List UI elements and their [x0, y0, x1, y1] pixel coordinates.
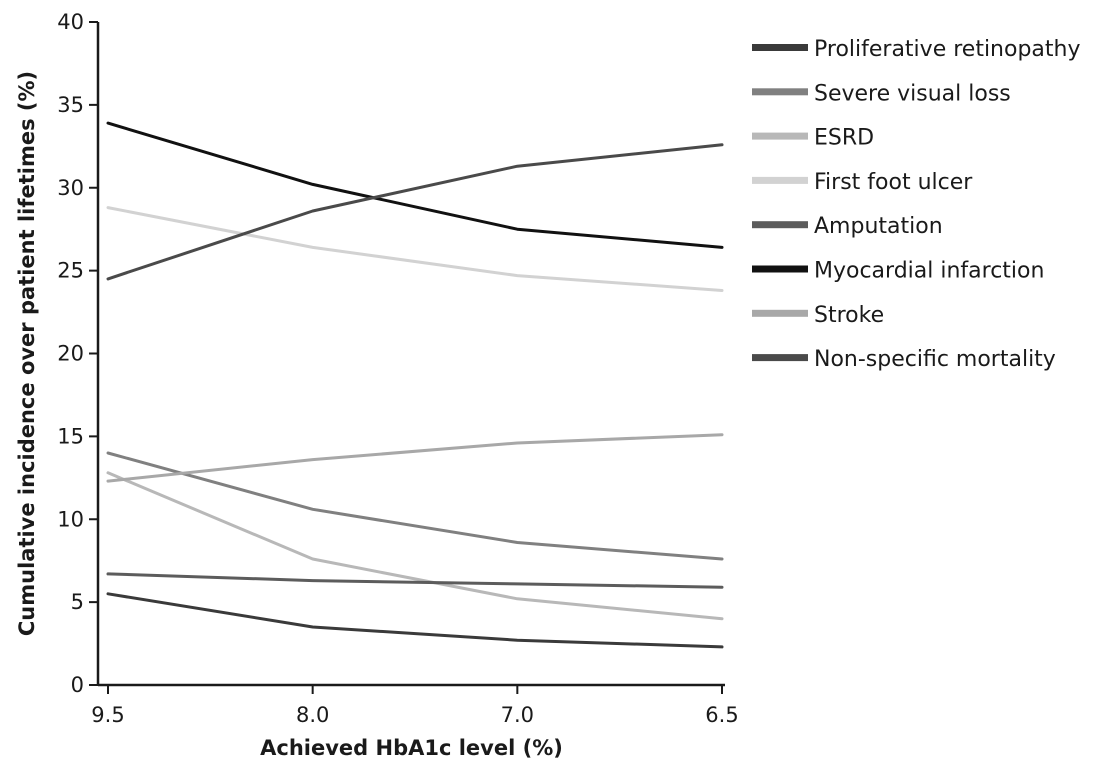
y-axis-title: Cumulative incidence over patient lifeti…: [15, 71, 39, 636]
y-tick-label: 25: [57, 259, 84, 283]
legend-label: Amputation: [814, 214, 943, 239]
legend: Proliferative retinopathy Severe visual l…: [752, 37, 1081, 372]
series-line-non-specific-mortality: [106, 143, 724, 281]
legend-item: ESRD: [752, 126, 874, 151]
legend-swatch: [752, 265, 808, 273]
x-tick-label: 7.0: [501, 703, 534, 727]
legend-item: Severe visual loss: [752, 81, 1011, 106]
legend-item: Amputation: [752, 214, 943, 239]
y-axis: 0 5 10 15 20 25 30 35 40: [57, 10, 100, 697]
y-tick-label: 30: [57, 176, 84, 200]
series-line-proliferative-retinopathy: [106, 592, 724, 649]
legend-label: Proliferative retinopathy: [814, 37, 1081, 62]
y-tick-label: 0: [71, 673, 84, 697]
legend-label: Myocardial infarction: [814, 259, 1044, 284]
series-line-stroke: [106, 433, 724, 483]
y-tick-label: 35: [57, 93, 84, 117]
series-line-esrd: [106, 471, 724, 621]
y-tick-label: 5: [71, 590, 84, 614]
legend-label: Non-specific mortality: [814, 347, 1056, 372]
x-tick-label: 8.0: [296, 703, 329, 727]
legend-swatch: [752, 176, 808, 184]
legend-label: Severe visual loss: [814, 81, 1011, 106]
legend-label: First foot ulcer: [814, 170, 973, 195]
legend-item: First foot ulcer: [752, 170, 973, 195]
legend-swatch: [752, 44, 808, 51]
x-axis-title: Achieved HbA1c level (%): [260, 736, 563, 760]
series-line-first-foot-ulcer: [106, 206, 724, 292]
series-line-severe-visual-loss: [106, 451, 724, 561]
legend-swatch: [752, 132, 808, 140]
legend-label: ESRD: [814, 126, 874, 151]
x-tick-label: 9.5: [91, 703, 124, 727]
y-tick-label: 15: [57, 424, 84, 448]
x-tick-label: 6.5: [705, 703, 738, 727]
legend-swatch: [752, 354, 808, 362]
legend-swatch: [752, 221, 808, 229]
series-line-myocardial-infarction: [106, 121, 724, 249]
legend-item: Stroke: [752, 303, 884, 328]
series-line-amputation: [106, 572, 724, 589]
legend-item: Proliferative retinopathy: [752, 37, 1081, 62]
x-axis: 9.5 8.0 7.0 6.5: [91, 683, 739, 727]
legend-swatch: [752, 88, 808, 96]
y-tick-label: 20: [57, 342, 84, 366]
legend-swatch: [752, 309, 808, 317]
legend-item: Myocardial infarction: [752, 259, 1044, 284]
plot-lines: [106, 121, 724, 649]
y-tick-label: 10: [57, 507, 84, 531]
y-tick-label: 40: [57, 10, 84, 34]
legend-label: Stroke: [814, 303, 884, 328]
legend-item: Non-specific mortality: [752, 347, 1056, 372]
